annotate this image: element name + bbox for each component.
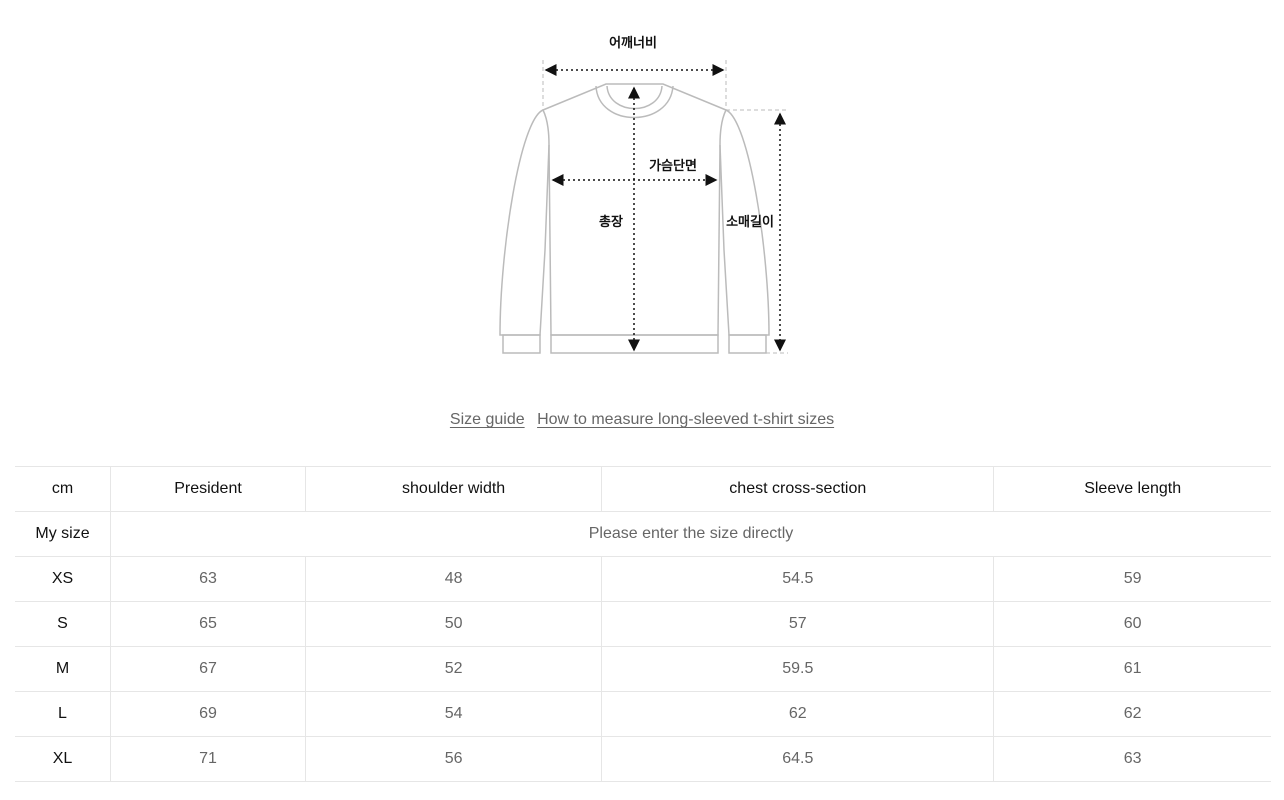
cell: 71 [109, 736, 307, 782]
cell: 67 [109, 646, 307, 692]
cell: 63 [993, 736, 1271, 782]
cell: 64.5 [601, 736, 995, 782]
cell: 59 [993, 556, 1271, 602]
table-row: XS 63 48 54.5 59 [15, 556, 1271, 602]
cell: 52 [305, 646, 603, 692]
size-label: XL [15, 736, 111, 782]
header-unit: cm [15, 466, 111, 512]
size-table: cm President shoulder width chest cross-… [15, 466, 1271, 782]
cell: 69 [109, 691, 307, 737]
cell: 54.5 [601, 556, 995, 602]
cell: 61 [993, 646, 1271, 692]
how-to-measure-link[interactable]: How to measure long-sleeved t-shirt size… [537, 411, 835, 428]
sleeve-label: 소매길이 [726, 214, 774, 230]
table-row: L 69 54 62 62 [15, 691, 1271, 737]
size-label: S [15, 601, 111, 647]
my-size-row: My size Please enter the size directly [15, 511, 1271, 557]
table-row: XL 71 56 64.5 63 [15, 736, 1271, 782]
size-label: M [15, 646, 111, 692]
size-guide-link[interactable]: Size guide [449, 411, 525, 428]
length-label: 총장 [599, 214, 623, 230]
shoulder-label: 어깨너비 [609, 35, 657, 51]
cell: 65 [109, 601, 307, 647]
header-length: President [109, 466, 307, 512]
table-row: M 67 52 59.5 61 [15, 646, 1271, 692]
cell: 62 [993, 691, 1271, 737]
size-label: L [15, 691, 111, 737]
cell: 62 [601, 691, 995, 737]
cell: 63 [109, 556, 307, 602]
cell: 54 [305, 691, 603, 737]
size-label: XS [15, 556, 111, 602]
my-size-label: My size [15, 511, 111, 557]
chest-label: 가슴단면 [649, 158, 697, 174]
sweater-measurement-diagram: 어깨너비 가슴단면 총장 소매길이 [499, 35, 788, 354]
header-shoulder: shoulder width [305, 466, 603, 512]
table-row: S 65 50 57 60 [15, 601, 1271, 647]
cell: 48 [305, 556, 603, 602]
cell: 56 [305, 736, 603, 782]
my-size-input[interactable]: Please enter the size directly [110, 511, 1271, 557]
cell: 50 [305, 601, 603, 647]
header-sleeve: Sleeve length [993, 466, 1271, 512]
table-header-row: cm President shoulder width chest cross-… [15, 466, 1271, 512]
cell: 59.5 [601, 646, 995, 692]
guide-links: Size guide How to measure long-sleeved t… [0, 411, 1284, 429]
header-chest: chest cross-section [601, 466, 995, 512]
cell: 57 [601, 601, 995, 647]
cell: 60 [993, 601, 1271, 647]
